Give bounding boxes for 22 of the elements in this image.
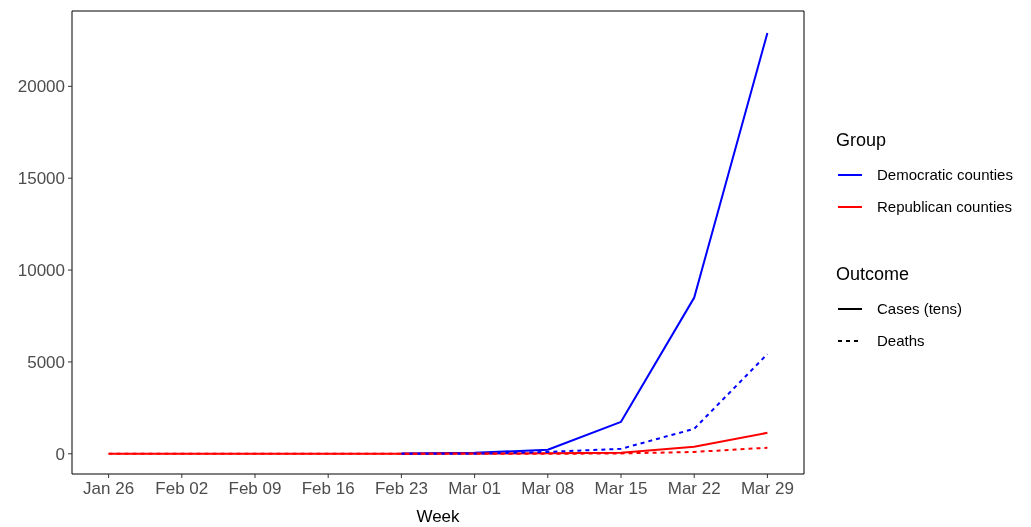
x-tick-label: Mar 22: [667, 479, 721, 498]
x-tick-label: Feb 23: [374, 479, 428, 498]
legend-label: Republican counties: [877, 198, 1013, 216]
x-tick-label: Mar 29: [740, 479, 794, 498]
x-tick-label: Jan 26: [83, 479, 135, 498]
legend-title: Group: [836, 130, 887, 150]
text: Outcome: [836, 264, 910, 284]
y-tick-label: 10000: [17, 261, 65, 281]
x-tick-label: Mar 15: [594, 479, 648, 498]
y-tick-label: 0: [55, 444, 65, 464]
x-tick-label: Mar 01: [448, 479, 502, 498]
text: Cases (tens): [877, 300, 963, 318]
legend-label: Democratic counties: [877, 166, 1013, 184]
y-tick-label: 5000: [27, 352, 65, 372]
x-tick-label: Feb 09: [228, 479, 282, 498]
x-axis-title: Week: [416, 507, 461, 526]
y-tick-label: 20000: [17, 77, 65, 97]
x-tick-label: Feb 16: [301, 479, 355, 498]
x-tick-label: Feb 02: [155, 479, 209, 498]
x-tick-label: Mar 08: [521, 479, 575, 498]
text: Deaths: [877, 332, 925, 350]
y-tick-label: 15000: [17, 169, 65, 189]
